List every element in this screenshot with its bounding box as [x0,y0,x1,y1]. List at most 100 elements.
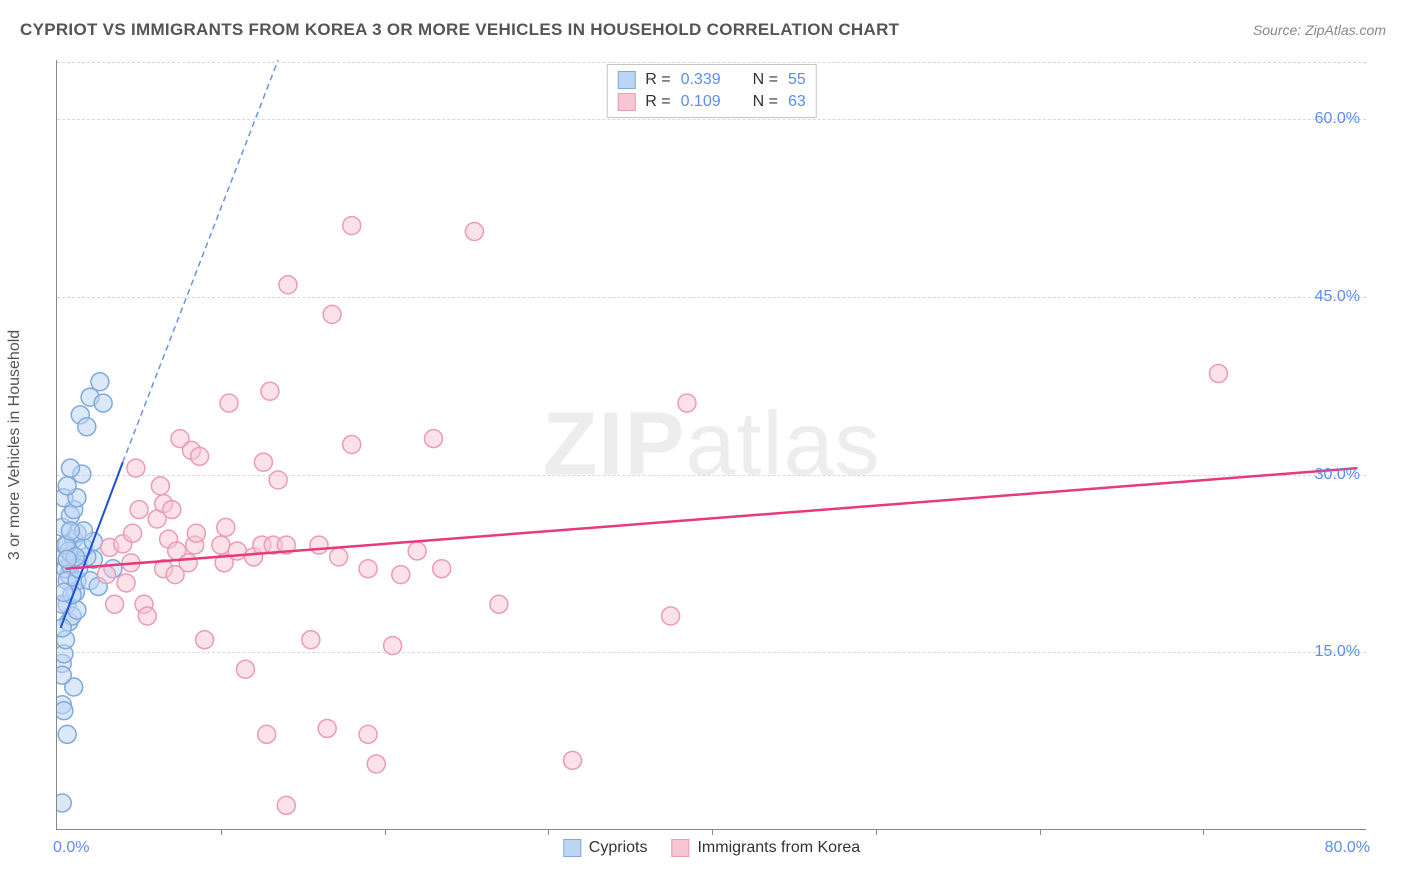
scatter-point [57,794,71,812]
scatter-point [57,666,71,684]
scatter-point [130,501,148,519]
stat-n-value: 55 [788,71,806,89]
scatter-point [58,477,76,495]
y-tick-label: 45.0% [1315,288,1360,306]
x-tick [385,829,386,835]
legend-swatch [563,839,581,857]
scatter-point [57,702,73,720]
stat-r-label: R = [645,71,670,89]
scatter-point [359,725,377,743]
scatter-point [151,477,169,495]
scatter-point [277,796,295,814]
stat-r-value: 0.109 [681,93,721,111]
scatter-point [424,430,442,448]
scatter-point [662,607,680,625]
stat-r-label: R = [645,93,670,111]
scatter-point [196,631,214,649]
x-tick [221,829,222,835]
scatter-point [302,631,320,649]
scatter-point [217,518,235,536]
scatter-point [191,447,209,465]
scatter-point [58,725,76,743]
scatter-point [61,459,79,477]
stat-n-label: N = [753,93,778,111]
stat-n-value: 63 [788,93,806,111]
chart-title: CYPRIOT VS IMMIGRANTS FROM KOREA 3 OR MO… [20,20,899,40]
y-axis-label: 3 or more Vehicles in Household [6,329,24,559]
scatter-point [228,542,246,560]
bottom-legend-item: Cypriots [563,839,648,857]
y-tick-label: 30.0% [1315,466,1360,484]
scatter-point [1209,365,1227,383]
scatter-point [57,583,73,601]
legend-series-name: Cypriots [589,839,648,857]
scatter-point [367,755,385,773]
scatter-point [124,524,142,542]
x-tick [1203,829,1204,835]
scatter-point [212,536,230,554]
scatter-point [269,471,287,489]
x-tick [712,829,713,835]
scatter-point [564,751,582,769]
legend-swatch [617,71,635,89]
legend-stats-row: R = 0.109 N = 63 [617,91,806,113]
bottom-legend-item: Immigrants from Korea [671,839,860,857]
chart-header: CYPRIOT VS IMMIGRANTS FROM KOREA 3 OR MO… [20,20,1386,40]
scatter-point [490,595,508,613]
scatter-point [97,566,115,584]
x-axis-min-label: 0.0% [53,839,89,857]
y-tick-label: 60.0% [1315,110,1360,128]
trend-line [66,468,1358,569]
x-tick [548,829,549,835]
source-prefix: Source: [1253,22,1305,38]
scatter-point [433,560,451,578]
source-link[interactable]: ZipAtlas.com [1305,22,1386,38]
scatter-point [261,382,279,400]
stat-n-label: N = [753,71,778,89]
legend-swatch [617,93,635,111]
scatter-point [163,501,181,519]
plot-area: 3 or more Vehicles in Household ZIPatlas… [56,60,1366,830]
legend-series-name: Immigrants from Korea [697,839,860,857]
legend-stats-row: R = 0.339 N = 55 [617,69,806,91]
x-axis-max-label: 80.0% [1325,839,1370,857]
x-tick [1040,829,1041,835]
legend-swatch [671,839,689,857]
scatter-point [343,436,361,454]
x-tick [876,829,877,835]
scatter-point [106,595,124,613]
scatter-point [323,305,341,323]
legend-stats-box: R = 0.339 N = 55 R = 0.109 N = 63 [606,64,817,118]
scatter-point [318,719,336,737]
scatter-point [384,637,402,655]
scatter-point [61,522,79,540]
scatter-point [58,550,76,568]
scatter-point [138,607,156,625]
scatter-point [343,217,361,235]
y-tick-label: 15.0% [1315,643,1360,661]
source-attribution: Source: ZipAtlas.com [1253,22,1386,38]
bottom-legend: Cypriots Immigrants from Korea [563,839,860,857]
scatter-point [57,619,71,637]
scatter-point [94,394,112,412]
scatter-point [392,566,410,584]
scatter-point [127,459,145,477]
scatter-point [258,725,276,743]
scatter-point [187,524,205,542]
scatter-point [359,560,377,578]
scatter-point [179,554,197,572]
scatter-point [465,223,483,241]
scatter-point [254,453,272,471]
stat-r-value: 0.339 [681,71,721,89]
scatter-point [91,373,109,391]
chart-svg [57,60,1366,829]
scatter-point [310,536,328,554]
scatter-point [408,542,426,560]
scatter-point [279,276,297,294]
scatter-point [330,548,348,566]
scatter-point [78,418,96,436]
scatter-point [236,660,254,678]
trend-extrapolation [123,60,278,462]
scatter-point [220,394,238,412]
scatter-point [117,574,135,592]
